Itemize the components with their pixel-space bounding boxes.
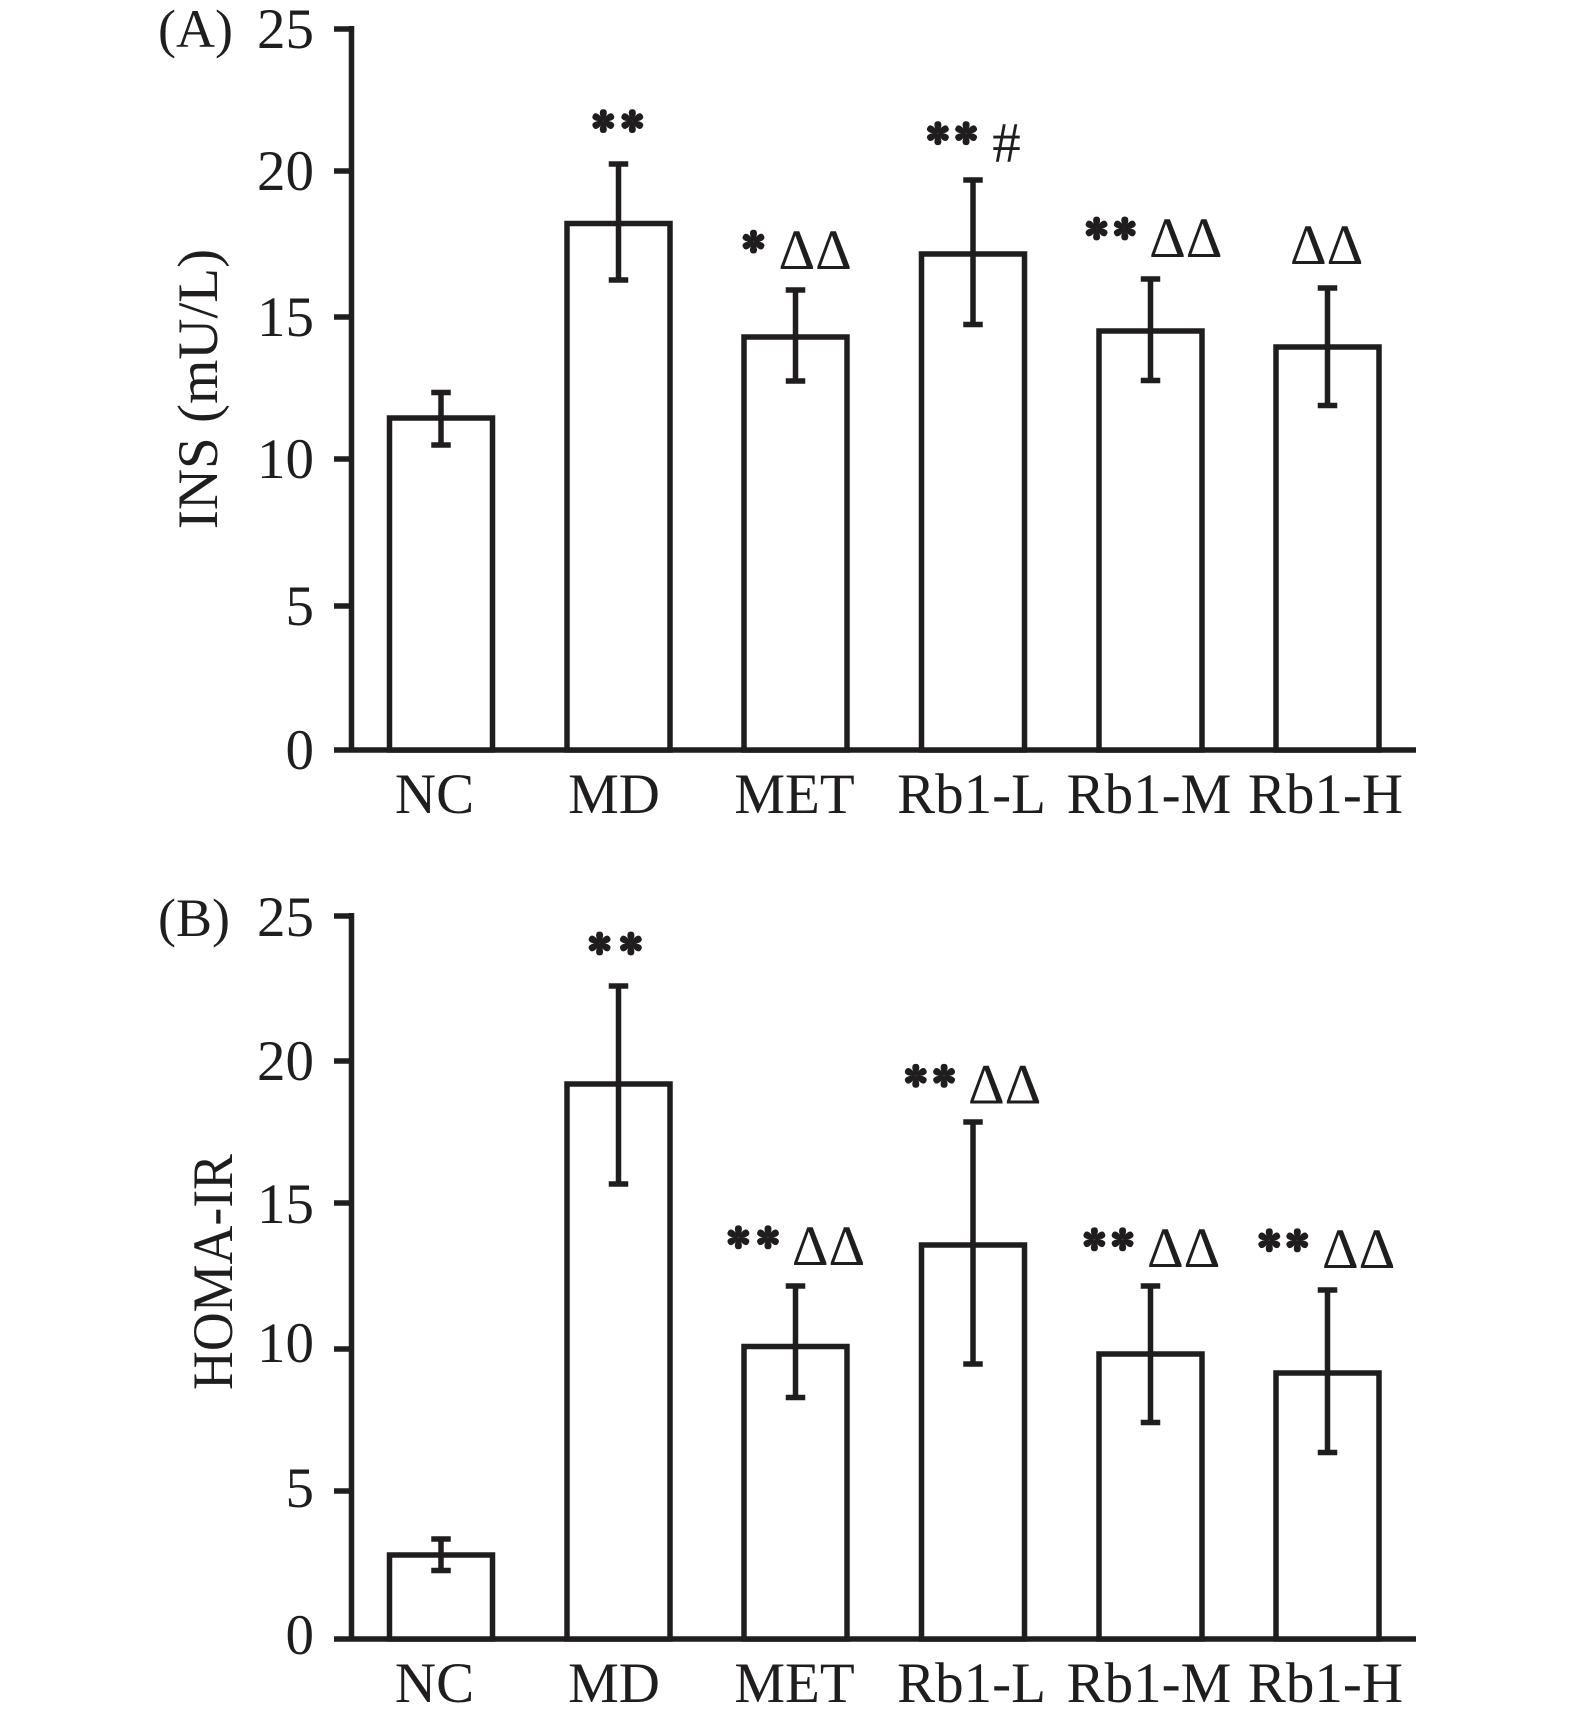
svg-text:20: 20 bbox=[257, 140, 314, 203]
svg-text:MD: MD bbox=[568, 1652, 660, 1715]
svg-text:25: 25 bbox=[257, 886, 314, 949]
svg-text:#: # bbox=[992, 112, 1021, 175]
svg-text:NC: NC bbox=[395, 1652, 474, 1715]
svg-text:ΔΔ: ΔΔ bbox=[1290, 214, 1363, 277]
svg-text:NC: NC bbox=[395, 763, 474, 826]
svg-text:(B): (B) bbox=[158, 888, 230, 948]
svg-text:Rb1-L: Rb1-L bbox=[897, 763, 1046, 826]
svg-text:Rb1-M: Rb1-M bbox=[1067, 763, 1232, 826]
svg-text:(A): (A) bbox=[158, 0, 233, 59]
svg-text:10: 10 bbox=[257, 428, 314, 491]
svg-text:0: 0 bbox=[286, 719, 315, 782]
svg-text:Rb1-M: Rb1-M bbox=[1067, 1652, 1232, 1715]
svg-text:ΔΔ: ΔΔ bbox=[792, 1215, 865, 1278]
svg-text:15: 15 bbox=[257, 286, 314, 349]
svg-text:MD: MD bbox=[568, 763, 660, 826]
svg-text:MET: MET bbox=[734, 763, 854, 826]
svg-text:MET: MET bbox=[734, 1652, 854, 1715]
svg-text:ΔΔ: ΔΔ bbox=[1147, 1217, 1220, 1280]
svg-text:10: 10 bbox=[257, 1312, 314, 1375]
svg-text:Rb1-L: Rb1-L bbox=[897, 1652, 1046, 1715]
svg-text:ΔΔ: ΔΔ bbox=[1149, 207, 1222, 270]
svg-text:ΔΔ: ΔΔ bbox=[1322, 1218, 1395, 1281]
svg-text:15: 15 bbox=[257, 1173, 314, 1236]
svg-text:Rb1-H: Rb1-H bbox=[1248, 1652, 1403, 1715]
svg-text:HOMA-IR: HOMA-IR bbox=[182, 1154, 245, 1390]
svg-text:Rb1-H: Rb1-H bbox=[1248, 763, 1403, 826]
svg-text:25: 25 bbox=[257, 0, 314, 61]
svg-text:5: 5 bbox=[286, 1457, 315, 1520]
svg-text:5: 5 bbox=[286, 575, 315, 638]
svg-text:ΔΔ: ΔΔ bbox=[968, 1054, 1041, 1117]
svg-text:ΔΔ: ΔΔ bbox=[778, 219, 851, 282]
svg-text:20: 20 bbox=[257, 1030, 314, 1093]
svg-text:0: 0 bbox=[286, 1604, 315, 1667]
svg-text:INS (mU/L): INS (mU/L) bbox=[167, 249, 230, 529]
